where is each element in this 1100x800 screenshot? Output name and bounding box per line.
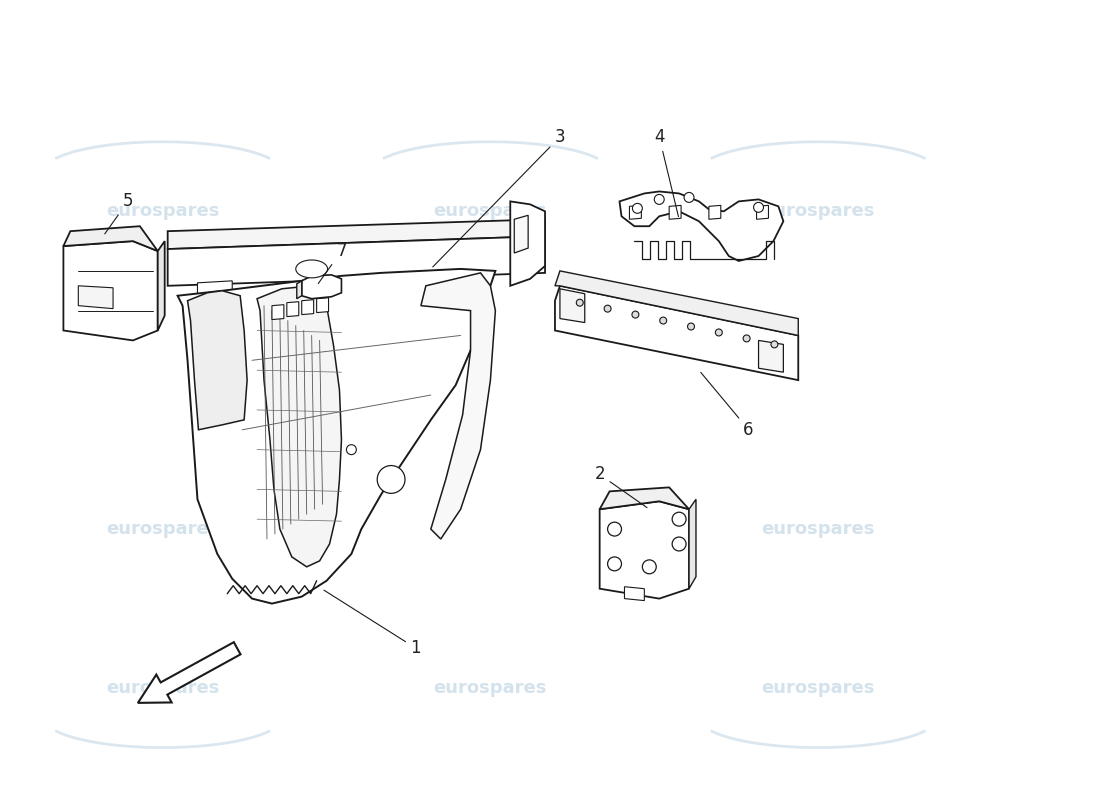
Circle shape: [654, 194, 664, 204]
Text: eurospares: eurospares: [761, 520, 874, 538]
Polygon shape: [64, 226, 157, 251]
Polygon shape: [177, 269, 495, 603]
Polygon shape: [625, 586, 645, 601]
Circle shape: [377, 466, 405, 494]
Polygon shape: [619, 191, 783, 261]
Polygon shape: [187, 290, 248, 430]
Polygon shape: [167, 219, 544, 249]
FancyArrow shape: [138, 642, 241, 703]
Polygon shape: [297, 281, 301, 298]
Circle shape: [660, 317, 667, 324]
Circle shape: [715, 329, 723, 336]
Text: 6: 6: [701, 372, 754, 438]
Polygon shape: [78, 286, 113, 309]
Text: 7: 7: [318, 242, 346, 283]
Circle shape: [672, 537, 686, 551]
Circle shape: [607, 557, 621, 571]
Text: 3: 3: [432, 128, 565, 267]
Polygon shape: [510, 202, 544, 286]
Polygon shape: [157, 241, 165, 330]
Polygon shape: [198, 281, 232, 296]
Circle shape: [771, 341, 778, 348]
Polygon shape: [629, 206, 641, 219]
Text: 4: 4: [654, 128, 679, 217]
Polygon shape: [600, 487, 689, 510]
Polygon shape: [257, 286, 341, 567]
Polygon shape: [301, 300, 314, 314]
Circle shape: [754, 202, 763, 212]
Polygon shape: [287, 302, 299, 317]
Polygon shape: [669, 206, 681, 219]
Polygon shape: [515, 215, 528, 253]
Polygon shape: [556, 286, 799, 380]
Text: eurospares: eurospares: [761, 202, 874, 220]
Text: eurospares: eurospares: [433, 679, 547, 697]
Circle shape: [631, 311, 639, 318]
Text: 2: 2: [594, 466, 647, 508]
Circle shape: [744, 335, 750, 342]
Circle shape: [604, 305, 612, 312]
Polygon shape: [757, 206, 769, 219]
Polygon shape: [600, 502, 689, 598]
Circle shape: [576, 299, 583, 306]
Text: eurospares: eurospares: [106, 520, 219, 538]
Text: eurospares: eurospares: [433, 202, 547, 220]
Polygon shape: [421, 273, 495, 539]
Text: 5: 5: [104, 192, 133, 234]
Text: eurospares: eurospares: [106, 679, 219, 697]
Circle shape: [688, 323, 694, 330]
Polygon shape: [317, 298, 329, 313]
Circle shape: [607, 522, 621, 536]
Ellipse shape: [296, 260, 328, 278]
Text: eurospares: eurospares: [106, 202, 219, 220]
Circle shape: [346, 445, 356, 454]
Polygon shape: [708, 206, 720, 219]
Circle shape: [684, 193, 694, 202]
Circle shape: [632, 203, 642, 214]
Polygon shape: [167, 236, 544, 286]
Text: 1: 1: [323, 590, 421, 658]
Text: eurospares: eurospares: [761, 679, 874, 697]
Polygon shape: [272, 305, 284, 319]
Polygon shape: [689, 499, 696, 589]
Polygon shape: [560, 289, 585, 322]
Polygon shape: [556, 271, 799, 335]
Circle shape: [642, 560, 657, 574]
Polygon shape: [759, 341, 783, 372]
Polygon shape: [64, 241, 157, 341]
Polygon shape: [301, 275, 341, 298]
Circle shape: [672, 512, 686, 526]
